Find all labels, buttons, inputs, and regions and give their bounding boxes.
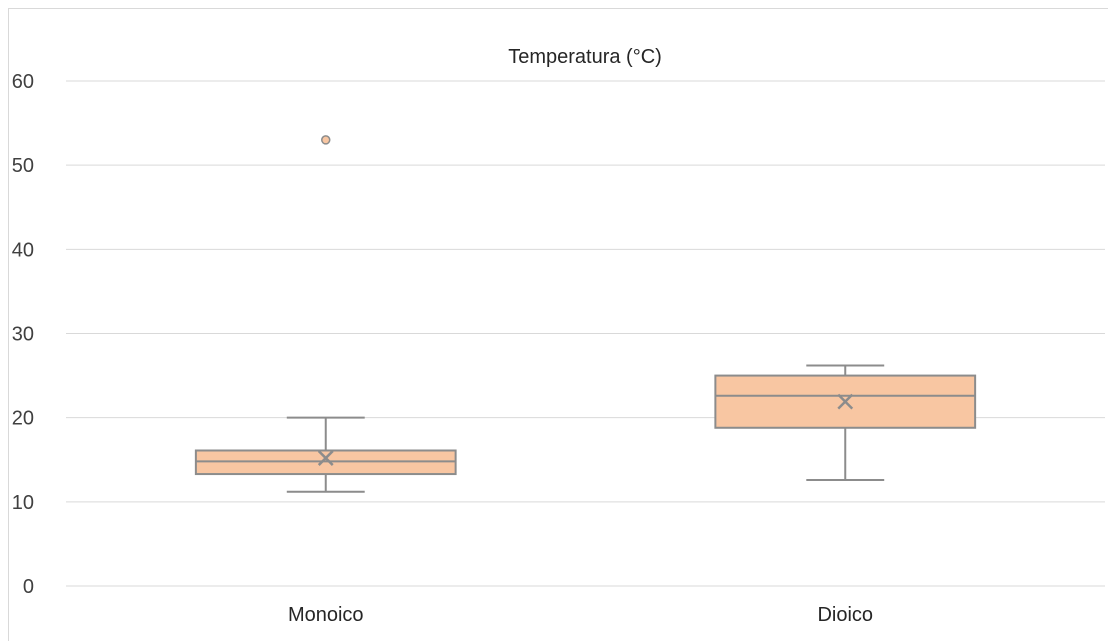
outlier-point	[321, 135, 331, 145]
y-tick-label: 60	[12, 71, 34, 93]
y-tick-label: 20	[12, 408, 34, 430]
chart-frame	[8, 8, 1108, 641]
box-group-dioico	[714, 364, 977, 481]
y-tick-label: 30	[12, 324, 34, 346]
y-tick-label: 0	[23, 576, 34, 598]
box-group-monoico	[194, 135, 457, 493]
box-layer	[194, 135, 977, 493]
mean-marker-stroke	[317, 450, 334, 466]
y-tick-label: 10	[12, 492, 34, 514]
mean-marker	[837, 393, 854, 410]
x-tick-label: Monoico	[288, 604, 364, 626]
mean-marker	[317, 450, 334, 466]
axis-layer: 0 10 20 30 40 50 60 Monoico Dioico	[12, 71, 1105, 626]
x-tick-label: Dioico	[817, 604, 873, 626]
y-tick-label: 40	[12, 239, 34, 261]
y-tick-label: 50	[12, 155, 34, 177]
chart-title: Temperatura (°C)	[508, 46, 662, 68]
mean-marker-stroke	[837, 393, 854, 410]
grid-layer	[66, 80, 1105, 503]
